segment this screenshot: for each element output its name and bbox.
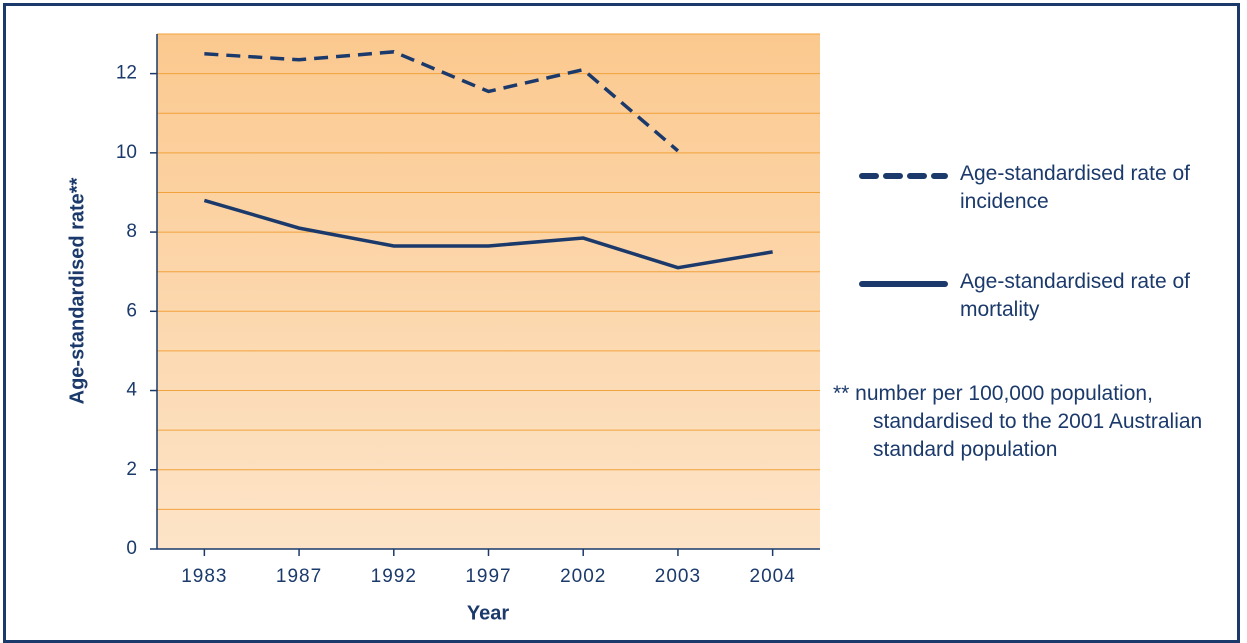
x-tick-label: 1987 (276, 566, 322, 587)
y-tick-label: 0 (126, 538, 137, 559)
y-tick-label: 8 (126, 221, 137, 242)
x-tick-label: 2002 (560, 566, 606, 587)
x-tick-label: 1983 (181, 566, 227, 587)
x-tick-label: 1992 (371, 566, 417, 587)
legend-label: Age-standardised rate of incidence (960, 162, 1190, 213)
series-line (203, 198, 773, 270)
x-tick-label: 2003 (655, 566, 701, 587)
annotation: ** number per 100,000 population, standa… (833, 382, 1203, 461)
x-tick-label: 1997 (465, 566, 511, 587)
x-tick-label: 2004 (750, 566, 796, 587)
y-tick-label: 6 (126, 300, 137, 321)
plot-area (157, 34, 820, 549)
y-tick-label: 12 (116, 63, 137, 84)
legend-label: Age-standardised rate of mortality (960, 270, 1190, 321)
series-line (204, 50, 680, 153)
y-tick-label: 4 (126, 380, 137, 401)
y-axis-label: Age-standardised rate** (66, 177, 88, 404)
y-tick-label: 2 (126, 459, 137, 480)
x-axis-label: Year (467, 602, 509, 624)
y-tick-label: 10 (116, 142, 137, 163)
